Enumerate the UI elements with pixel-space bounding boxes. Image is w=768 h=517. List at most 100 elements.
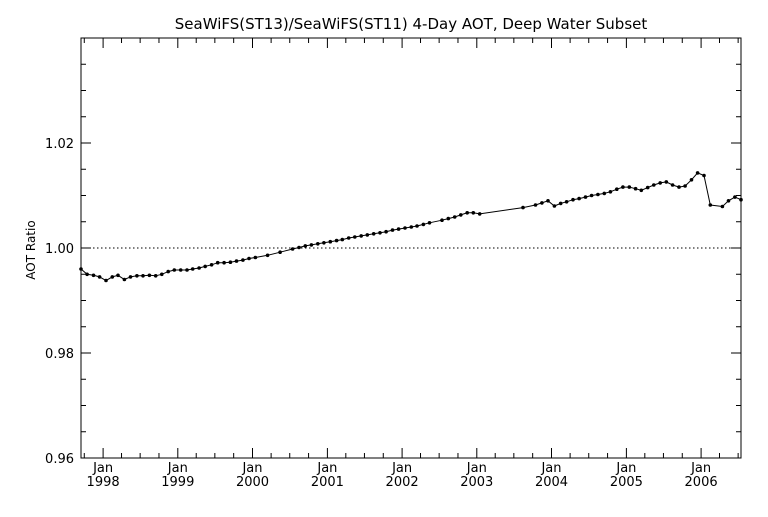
data-point [160,272,164,277]
data-point [664,180,669,184]
data-point [303,244,308,248]
data-point [104,278,108,283]
x-tick-month-label: Jan [92,461,113,476]
data-point [621,185,625,189]
x-tick-year-label: 1998 [87,475,120,490]
x-tick-month-label: Jan [615,461,636,476]
data-point [97,275,102,279]
data-point [396,227,401,231]
data-point [122,277,127,282]
data-point [633,186,638,191]
data-point [726,199,731,203]
data-point [141,274,145,278]
data-point [390,228,395,232]
data-point [689,178,694,182]
y-tick-label: 0.98 [45,347,74,362]
data-point [670,183,675,187]
data-point [222,260,226,265]
data-point [546,199,550,203]
data-point [309,243,314,247]
data-point [234,259,239,263]
data-point [564,200,569,204]
x-tick-month-label: Jan [466,461,487,476]
data-point [683,184,687,188]
data-point [322,241,326,245]
data-point [658,181,662,185]
data-point [733,195,737,199]
data-point [353,235,357,239]
x-tick-month-label: Jan [241,461,262,476]
data-point [128,275,133,279]
data-point [589,193,594,198]
data-point [247,256,251,261]
data-point [533,203,538,207]
data-point [378,231,382,235]
data-point [440,218,444,222]
data-point [583,195,588,199]
data-point [334,238,339,243]
x-tick-month-label: Jan [167,461,188,476]
data-point [608,190,613,194]
x-tick-year-label: 1999 [161,475,194,490]
data-point [720,204,725,209]
data-point [265,253,270,258]
data-point [384,229,388,234]
data-point [627,185,632,189]
data-point [596,192,600,197]
x-tick-year-label: 2006 [685,475,718,490]
data-point [91,273,96,278]
y-tick-label: 1.02 [45,137,74,152]
data-point [459,213,463,217]
data-point [228,260,233,265]
x-tick-year-label: 2001 [311,475,344,490]
data-point [540,201,544,205]
data-point [639,188,644,193]
data-point [153,274,158,278]
y-tick-label: 1.00 [45,242,74,257]
x-tick-year-label: 2000 [236,475,269,490]
data-point [166,269,170,274]
data-point [85,272,89,277]
data-point [465,211,470,215]
x-tick-month-label: Jan [391,461,412,476]
data-point [427,221,432,225]
data-point [403,226,407,230]
data-point [79,267,83,271]
x-tick-month-label: Jan [690,461,711,476]
axes-layer: 0.960.981.001.02Jan1998Jan1999Jan2000Jan… [45,38,741,490]
data-point [552,204,557,208]
data-point [328,239,333,244]
x-tick-year-label: 2005 [610,475,643,490]
y-axis-label: AOT Ratio [24,220,38,279]
data-point [615,187,619,191]
data-point [278,250,282,254]
data-point [203,264,207,269]
data-point [446,216,451,221]
data-point [185,268,189,272]
x-tick-month-label: Jan [540,461,561,476]
data-point [116,273,120,278]
data-point [577,196,581,201]
data-point [197,266,201,270]
data-point [558,201,563,206]
data-point [365,233,370,237]
data-point [652,183,656,187]
data-point [253,255,258,260]
data-point [359,234,364,238]
data-point [340,237,345,242]
data-point [190,267,195,271]
data-point [147,273,152,278]
data-point [415,224,419,228]
data-point [290,247,295,251]
x-tick-month-label: Jan [316,461,337,476]
data-point [316,242,320,246]
data-point [409,225,414,229]
data-point [708,203,713,207]
data-point [421,222,426,227]
data-point [371,232,376,236]
data-point [739,197,743,202]
data-point [521,205,525,210]
data-point [452,215,457,219]
x-tick-year-label: 2003 [460,475,493,490]
